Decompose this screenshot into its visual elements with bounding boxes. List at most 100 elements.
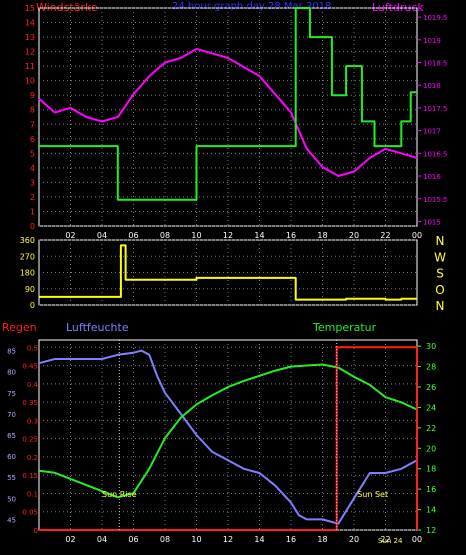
- pressure-tick-label: 1019: [423, 37, 441, 45]
- x-tick-label: 10: [191, 535, 201, 544]
- pressure-tick-label: 1018.5: [423, 60, 448, 68]
- x-tick-label: 00: [412, 231, 422, 240]
- x-tick-label: 08: [160, 535, 170, 544]
- compass-label: O: [435, 283, 444, 297]
- rain-tick-label: 0.45: [22, 363, 38, 371]
- compass-label: S: [436, 267, 444, 281]
- rain-tick-label: 0.3: [27, 417, 38, 425]
- x-tick-label: 18: [317, 535, 327, 544]
- humidity-tick-label: 45: [7, 516, 16, 524]
- wind-tick-label: 11: [25, 62, 35, 71]
- rain-tick-label: 0.5: [27, 344, 38, 352]
- rain-tick-label: 0.4: [27, 381, 39, 389]
- wind-direction-line: [39, 244, 417, 301]
- direction-tick-label: 360: [20, 236, 35, 245]
- wind-tick-label: 6: [30, 135, 35, 144]
- graph-title: 24 hour graph day 28 Mar 2018: [172, 1, 331, 12]
- temperature-tick-label: 20: [426, 444, 436, 453]
- temperature-tick-label: 22: [426, 424, 436, 433]
- pressure-line: [38, 47, 418, 177]
- temperature-tick-label: 14: [426, 506, 436, 515]
- temperature-tick-label: 18: [426, 465, 436, 474]
- compass-label: N: [436, 299, 445, 313]
- x-tick-label: 06: [128, 231, 138, 240]
- wind-tick-label: 13: [25, 33, 35, 42]
- temperature-tick-label: 16: [426, 485, 436, 494]
- x-tick-label: 02: [65, 535, 75, 544]
- x-tick-label: 14: [254, 231, 264, 240]
- x-tick-label: 02: [65, 231, 75, 240]
- wind-tick-label: 4: [30, 164, 35, 173]
- direction-tick-label: 270: [20, 252, 35, 261]
- rain-tick-label: 0.05: [22, 509, 38, 517]
- rain-tick-label: 0.15: [22, 472, 38, 480]
- x-tick-label: 16: [286, 535, 296, 544]
- rain-tick-label: 0: [34, 527, 38, 535]
- wind-tick-label: 15: [25, 4, 35, 13]
- x-tick-label: 04: [97, 231, 107, 240]
- rain-tick-label: 0.35: [22, 399, 38, 407]
- direction-tick-label: 180: [20, 269, 35, 278]
- wind-tick-label: 12: [25, 48, 35, 57]
- pressure-tick-label: 1018: [423, 82, 441, 90]
- wind-tick-label: 8: [30, 106, 35, 115]
- temperature-line: [38, 363, 418, 499]
- temperature-tick-label: 12: [426, 526, 436, 535]
- temperature-tick-label: 28: [426, 363, 436, 372]
- wind-strength-line: [39, 7, 417, 201]
- pressure-tick-label: 1016: [423, 173, 441, 181]
- humidity-tick-label: 80: [7, 369, 16, 377]
- rain-tick-label: 0.25: [22, 436, 38, 444]
- x-tick-label: 16: [286, 231, 296, 240]
- pressure-tick-label: 1019.5: [423, 14, 448, 22]
- x-tick-label: 12: [223, 231, 233, 240]
- humidity-tick-label: 85: [7, 348, 16, 356]
- x-tick-label: 12: [223, 535, 233, 544]
- wind-tick-label: 10: [25, 77, 35, 86]
- sun-rise-label: Sun Rise: [102, 490, 137, 499]
- compass-label: N: [436, 234, 445, 248]
- humidity-tick-label: 60: [7, 453, 16, 461]
- sun-24-label: Sun 24: [378, 537, 403, 545]
- compass-label: W: [434, 250, 446, 264]
- x-tick-label: 20: [349, 231, 359, 240]
- x-tick-label: 04: [97, 535, 107, 544]
- pressure-tick-label: 1017.5: [423, 105, 448, 113]
- humidity-tick-label: 65: [7, 432, 16, 440]
- rain-tick-label: 0.1: [27, 490, 38, 498]
- pressure-tick-label: 1017: [423, 128, 441, 136]
- wind-tick-label: 0: [30, 222, 35, 231]
- x-tick-label: 18: [317, 231, 327, 240]
- temperature-tick-label: 26: [426, 383, 436, 392]
- humidity-tick-label: 55: [7, 474, 16, 482]
- temperature-tick-label: 30: [426, 342, 436, 351]
- wind-tick-label: 2: [30, 193, 35, 202]
- pressure-tick-label: 1015: [423, 218, 441, 226]
- x-tick-label: 08: [160, 231, 170, 240]
- rain-tick-label: 0.2: [27, 454, 38, 462]
- humidity-tick-label: 75: [7, 390, 16, 398]
- direction-tick-label: 0: [30, 301, 35, 310]
- x-tick-label: 00: [412, 535, 422, 544]
- x-tick-label: 20: [349, 535, 359, 544]
- rain-title: Regen: [2, 321, 37, 334]
- humidity-tick-label: 50: [7, 495, 16, 503]
- x-tick-label: 14: [254, 535, 264, 544]
- wind-tick-label: 1: [30, 207, 35, 216]
- wind-tick-label: 7: [30, 120, 35, 129]
- humidity-line: [38, 349, 418, 525]
- temperature-title: Temperatur: [312, 321, 377, 334]
- wind-tick-label: 3: [30, 178, 35, 187]
- x-tick-label: 22: [380, 231, 390, 240]
- humidity-title: Luftfeuchte: [66, 321, 129, 334]
- sun-set-label: Sun Set: [357, 490, 388, 499]
- wind-tick-label: 9: [30, 91, 35, 100]
- x-tick-label: 22: [380, 535, 390, 544]
- humidity-tick-label: 70: [7, 411, 16, 419]
- x-tick-label: 10: [191, 231, 201, 240]
- x-tick-label: 06: [128, 535, 138, 544]
- wind-tick-label: 5: [30, 149, 35, 158]
- direction-tick-label: 90: [25, 285, 35, 294]
